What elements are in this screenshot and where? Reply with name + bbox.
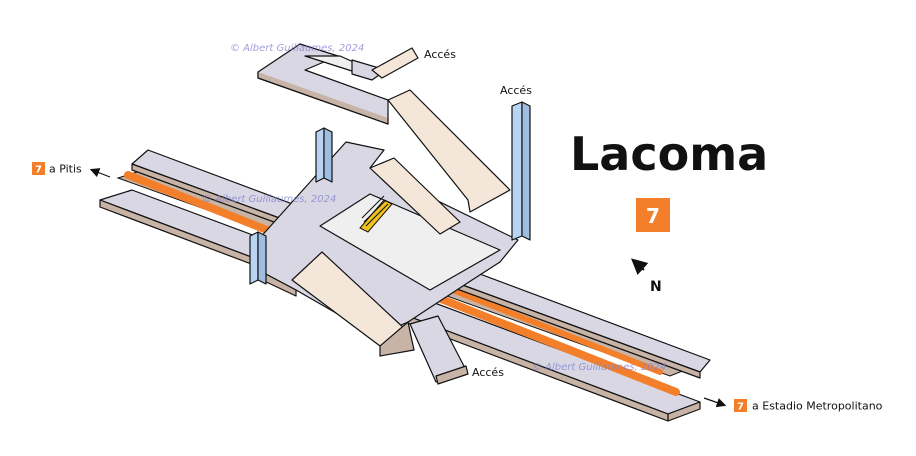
- elevator-west: [249, 231, 259, 285]
- arrow-west: [89, 168, 111, 178]
- line-badge-main: [636, 198, 670, 232]
- top-access-corridor: [257, 43, 511, 213]
- destination-label-west: a Pitis: [49, 163, 82, 176]
- access-label-south: Accés: [472, 366, 504, 379]
- watermark: © Albert Guillaumes, 2024: [230, 43, 364, 54]
- svg-text:7: 7: [737, 402, 744, 413]
- destination-label-east: a Estadio Metropolitano: [752, 400, 883, 413]
- line-badge-west: [32, 162, 45, 175]
- line-badge-main-label: 7: [646, 204, 660, 228]
- elevator-north: [315, 127, 325, 183]
- destination-east: 7 a Estadio Metropolitano: [703, 397, 883, 413]
- north-arrow-icon: [631, 258, 649, 275]
- station-name: Lacoma: [570, 127, 768, 181]
- access-label-top: Accés: [424, 48, 456, 61]
- compass: N: [631, 258, 662, 295]
- arrow-east: [703, 397, 727, 408]
- line-badge-east: [734, 399, 747, 412]
- access-label-east: Accés: [500, 84, 532, 97]
- watermark: © Albert Guillaumes, 2024: [202, 194, 336, 205]
- escalator-stairs: [359, 195, 393, 233]
- watermark: © Albert Guillaumes, 2024: [532, 362, 666, 373]
- south-access-corridor: [409, 315, 469, 385]
- destination-west: 7 a Pitis: [32, 162, 111, 178]
- mezzanine: [257, 141, 519, 357]
- compass-label: N: [650, 279, 662, 295]
- elevator-east: [511, 101, 523, 241]
- elevators: [249, 101, 531, 285]
- svg-text:7: 7: [35, 165, 42, 176]
